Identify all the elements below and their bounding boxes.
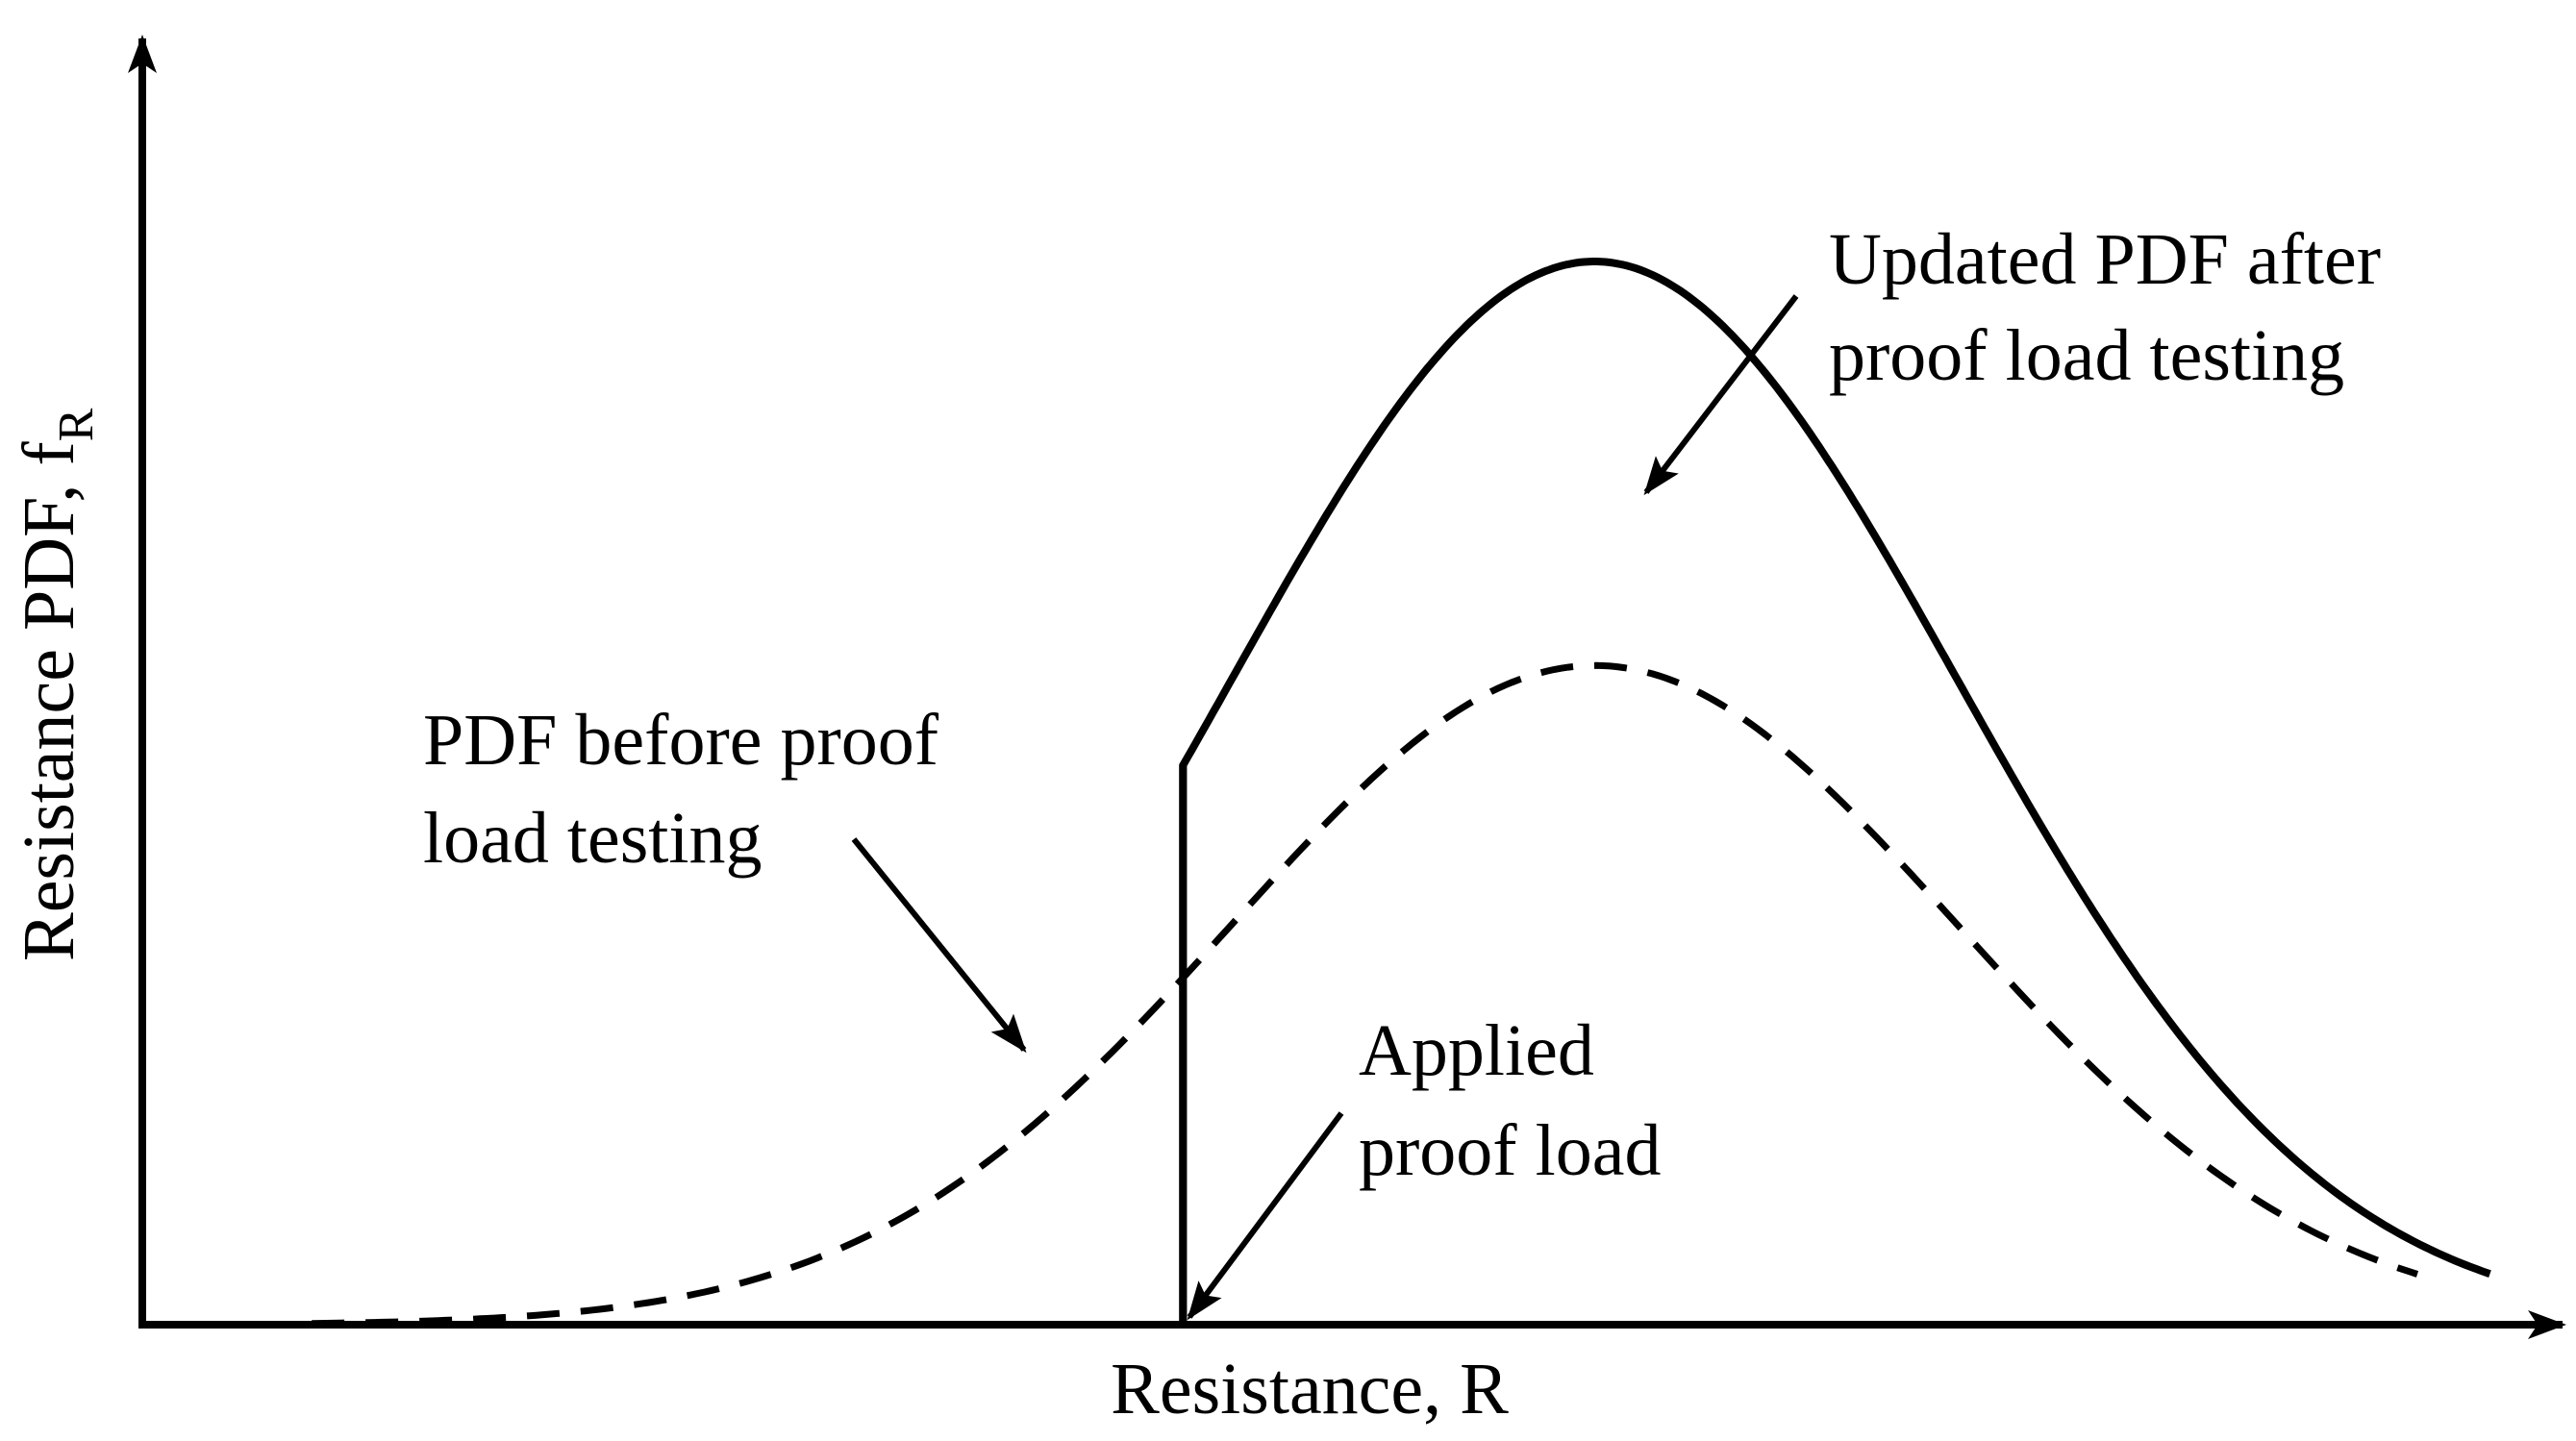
prior-pdf-annotation-line-2: load testing xyxy=(423,798,763,879)
updated-pdf-annotation: Updated PDF after proof load testing xyxy=(1829,219,2399,396)
updated-pdf-callout-arrow xyxy=(1643,294,1799,496)
updated-pdf-annotation-line-1: Updated PDF after xyxy=(1829,219,2381,300)
y-axis-label: Resistance PDF, fR xyxy=(9,408,104,961)
prior-pdf-annotation-line-1: PDF before proof xyxy=(423,700,939,781)
prior-pdf-callout-arrow xyxy=(851,837,1027,1054)
updated-pdf-annotation-line-2: proof load testing xyxy=(1829,315,2344,396)
proof-load-annotation-line-2: proof load xyxy=(1359,1110,1661,1191)
y-axis-label-main: Resistance PDF, f xyxy=(9,441,89,961)
proof-load-annotation-line-1: Applied xyxy=(1359,1010,1594,1091)
proof-load-callout-arrow xyxy=(1187,1111,1344,1321)
y-axis-label-subscript: R xyxy=(49,408,104,441)
prior-pdf-curve xyxy=(312,661,2419,1328)
prior-pdf-annotation: PDF before proof load testing xyxy=(423,700,957,879)
updated-pdf-curve xyxy=(1179,258,2491,1325)
x-axis-label: Resistance, R xyxy=(1111,1349,1509,1429)
proof-load-annotation: Applied proof load xyxy=(1359,1010,1661,1191)
